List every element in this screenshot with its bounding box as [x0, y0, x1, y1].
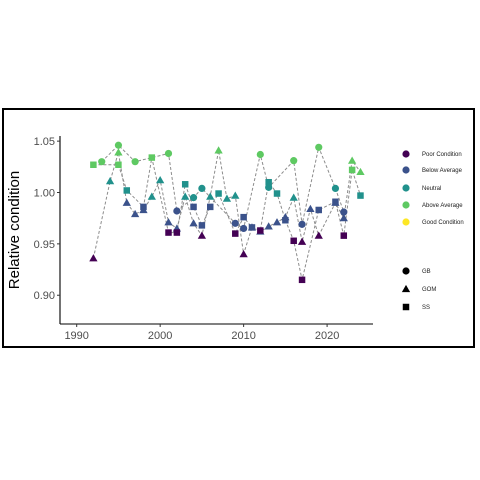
data-point-gb-2013 [265, 183, 273, 191]
data-point-gom-2014 [272, 218, 282, 226]
data-point-ss-2016 [290, 237, 297, 245]
y-tick-label: 0.95 [34, 239, 55, 251]
series-line-gom [92, 150, 361, 259]
data-point-gom-2008 [222, 194, 232, 202]
data-point-gom-2022 [339, 214, 348, 222]
data-point-gom-2010 [239, 250, 248, 258]
data-point-gom-2006 [206, 192, 215, 200]
data-point-ss-1999 [148, 154, 156, 161]
data-points [89, 141, 365, 284]
data-point-gb-2019 [315, 143, 323, 151]
data-point-gb-2010 [240, 224, 248, 233]
data-point-ss-2017 [298, 276, 306, 284]
data-point-gom-1992 [89, 254, 98, 262]
legend-label-gb: GB [422, 269, 431, 275]
data-point-gom-2007 [214, 146, 223, 154]
legend-label-neutral: Neutral [422, 186, 441, 192]
data-point-ss-2012 [257, 227, 264, 234]
data-point-gb-2017 [298, 220, 306, 228]
data-point-ss-2021 [332, 198, 339, 205]
data-point-ss-2002 [173, 229, 181, 236]
legend-swatch-neutral [402, 184, 410, 192]
data-point-ss-2001 [165, 229, 172, 236]
data-point-gom-2005 [197, 231, 207, 239]
legend-swatch-good [402, 218, 410, 226]
x-tick-label: 2000 [148, 330, 172, 342]
data-point-gom-1999 [147, 192, 156, 200]
data-point-gom-1994 [105, 177, 115, 185]
data-point-ss-2006 [207, 203, 214, 211]
data-point-gom-2024 [356, 167, 365, 176]
legend-label-good: Good Condition [422, 220, 464, 226]
data-point-gom-2000 [156, 176, 165, 184]
data-point-gb-1995 [114, 141, 123, 149]
legend-swatch-triangle [401, 284, 411, 293]
ticks: 1990 2000 2010 2020 0.90 0.95 1.00 1.05 [34, 136, 340, 342]
y-tick-label: 1.00 [34, 188, 55, 200]
data-point-gb-2002 [173, 207, 181, 215]
legend: Poor Condition Below Average Neutral Above … [401, 150, 464, 311]
x-tick-label: 2020 [315, 330, 339, 342]
data-point-gom-2016 [289, 193, 298, 201]
legend-swatch-poor [402, 150, 410, 158]
series-line-ss [93, 157, 361, 280]
data-point-ss-2003 [181, 181, 189, 188]
x-tick-label: 2010 [231, 330, 255, 342]
data-point-ss-2019 [315, 206, 322, 214]
data-point-gom-2017 [297, 237, 307, 245]
y-tick-label: 0.90 [34, 290, 55, 302]
legend-label-ss: SS [422, 305, 430, 311]
y-axis-title: Relative condition [6, 171, 23, 289]
data-point-ss-2009 [232, 230, 239, 237]
data-point-gom-2019 [314, 231, 323, 239]
data-point-ss-2004 [190, 203, 197, 211]
data-point-gb-2016 [290, 157, 298, 165]
legend-label-above: Above Average [422, 203, 463, 209]
axes [59, 136, 373, 325]
data-point-gb-2009 [231, 219, 239, 227]
x-tick-label: 1990 [64, 330, 88, 342]
data-point-ss-2013 [265, 178, 272, 186]
legend-swatch-above [402, 201, 410, 209]
data-point-gb-2001 [164, 149, 173, 158]
legend-swatch-square [402, 303, 410, 311]
data-point-ss-2011 [248, 224, 256, 231]
data-point-gom-2003 [181, 192, 190, 200]
legend-label-poor: Poor Condition [422, 152, 462, 158]
data-point-gb-2021 [331, 184, 340, 192]
legend-label-gom: GOM [422, 287, 436, 293]
legend-label-below: Below Average [422, 168, 463, 174]
data-point-ss-2015 [282, 217, 289, 224]
data-point-ss-2023 [348, 166, 356, 174]
data-point-gom-1997 [130, 209, 140, 218]
data-point-gom-1995 [114, 148, 123, 156]
data-point-gom-2004 [189, 219, 198, 227]
data-point-gb-1993 [98, 158, 106, 166]
data-point-gom-2001 [164, 218, 173, 226]
data-point-ss-1998 [140, 203, 147, 211]
data-point-ss-1992 [90, 161, 97, 169]
data-point-gom-2009 [231, 191, 240, 199]
legend-swatch-below [402, 166, 410, 174]
data-point-gom-2013 [264, 222, 273, 230]
data-point-gb-2022 [340, 208, 348, 216]
data-point-ss-2022 [340, 232, 348, 239]
y-tick-label: 1.05 [34, 136, 55, 148]
data-point-ss-2010 [240, 213, 247, 221]
data-point-ss-1996 [123, 187, 131, 194]
data-point-gom-2023 [347, 156, 357, 164]
data-point-ss-2014 [273, 190, 281, 197]
data-point-ss-2024 [357, 192, 364, 199]
legend-swatch-circle [402, 267, 410, 275]
data-point-gb-1997 [131, 158, 139, 166]
data-point-ss-1995 [115, 161, 122, 169]
data-point-gom-2018 [306, 204, 315, 213]
data-point-ss-2005 [198, 222, 206, 229]
data-point-gb-2005 [198, 184, 206, 192]
data-point-gb-2012 [256, 150, 264, 159]
data-point-gb-2004 [189, 194, 198, 202]
data-point-gom-1996 [122, 198, 131, 206]
data-point-ss-2007 [215, 190, 222, 197]
